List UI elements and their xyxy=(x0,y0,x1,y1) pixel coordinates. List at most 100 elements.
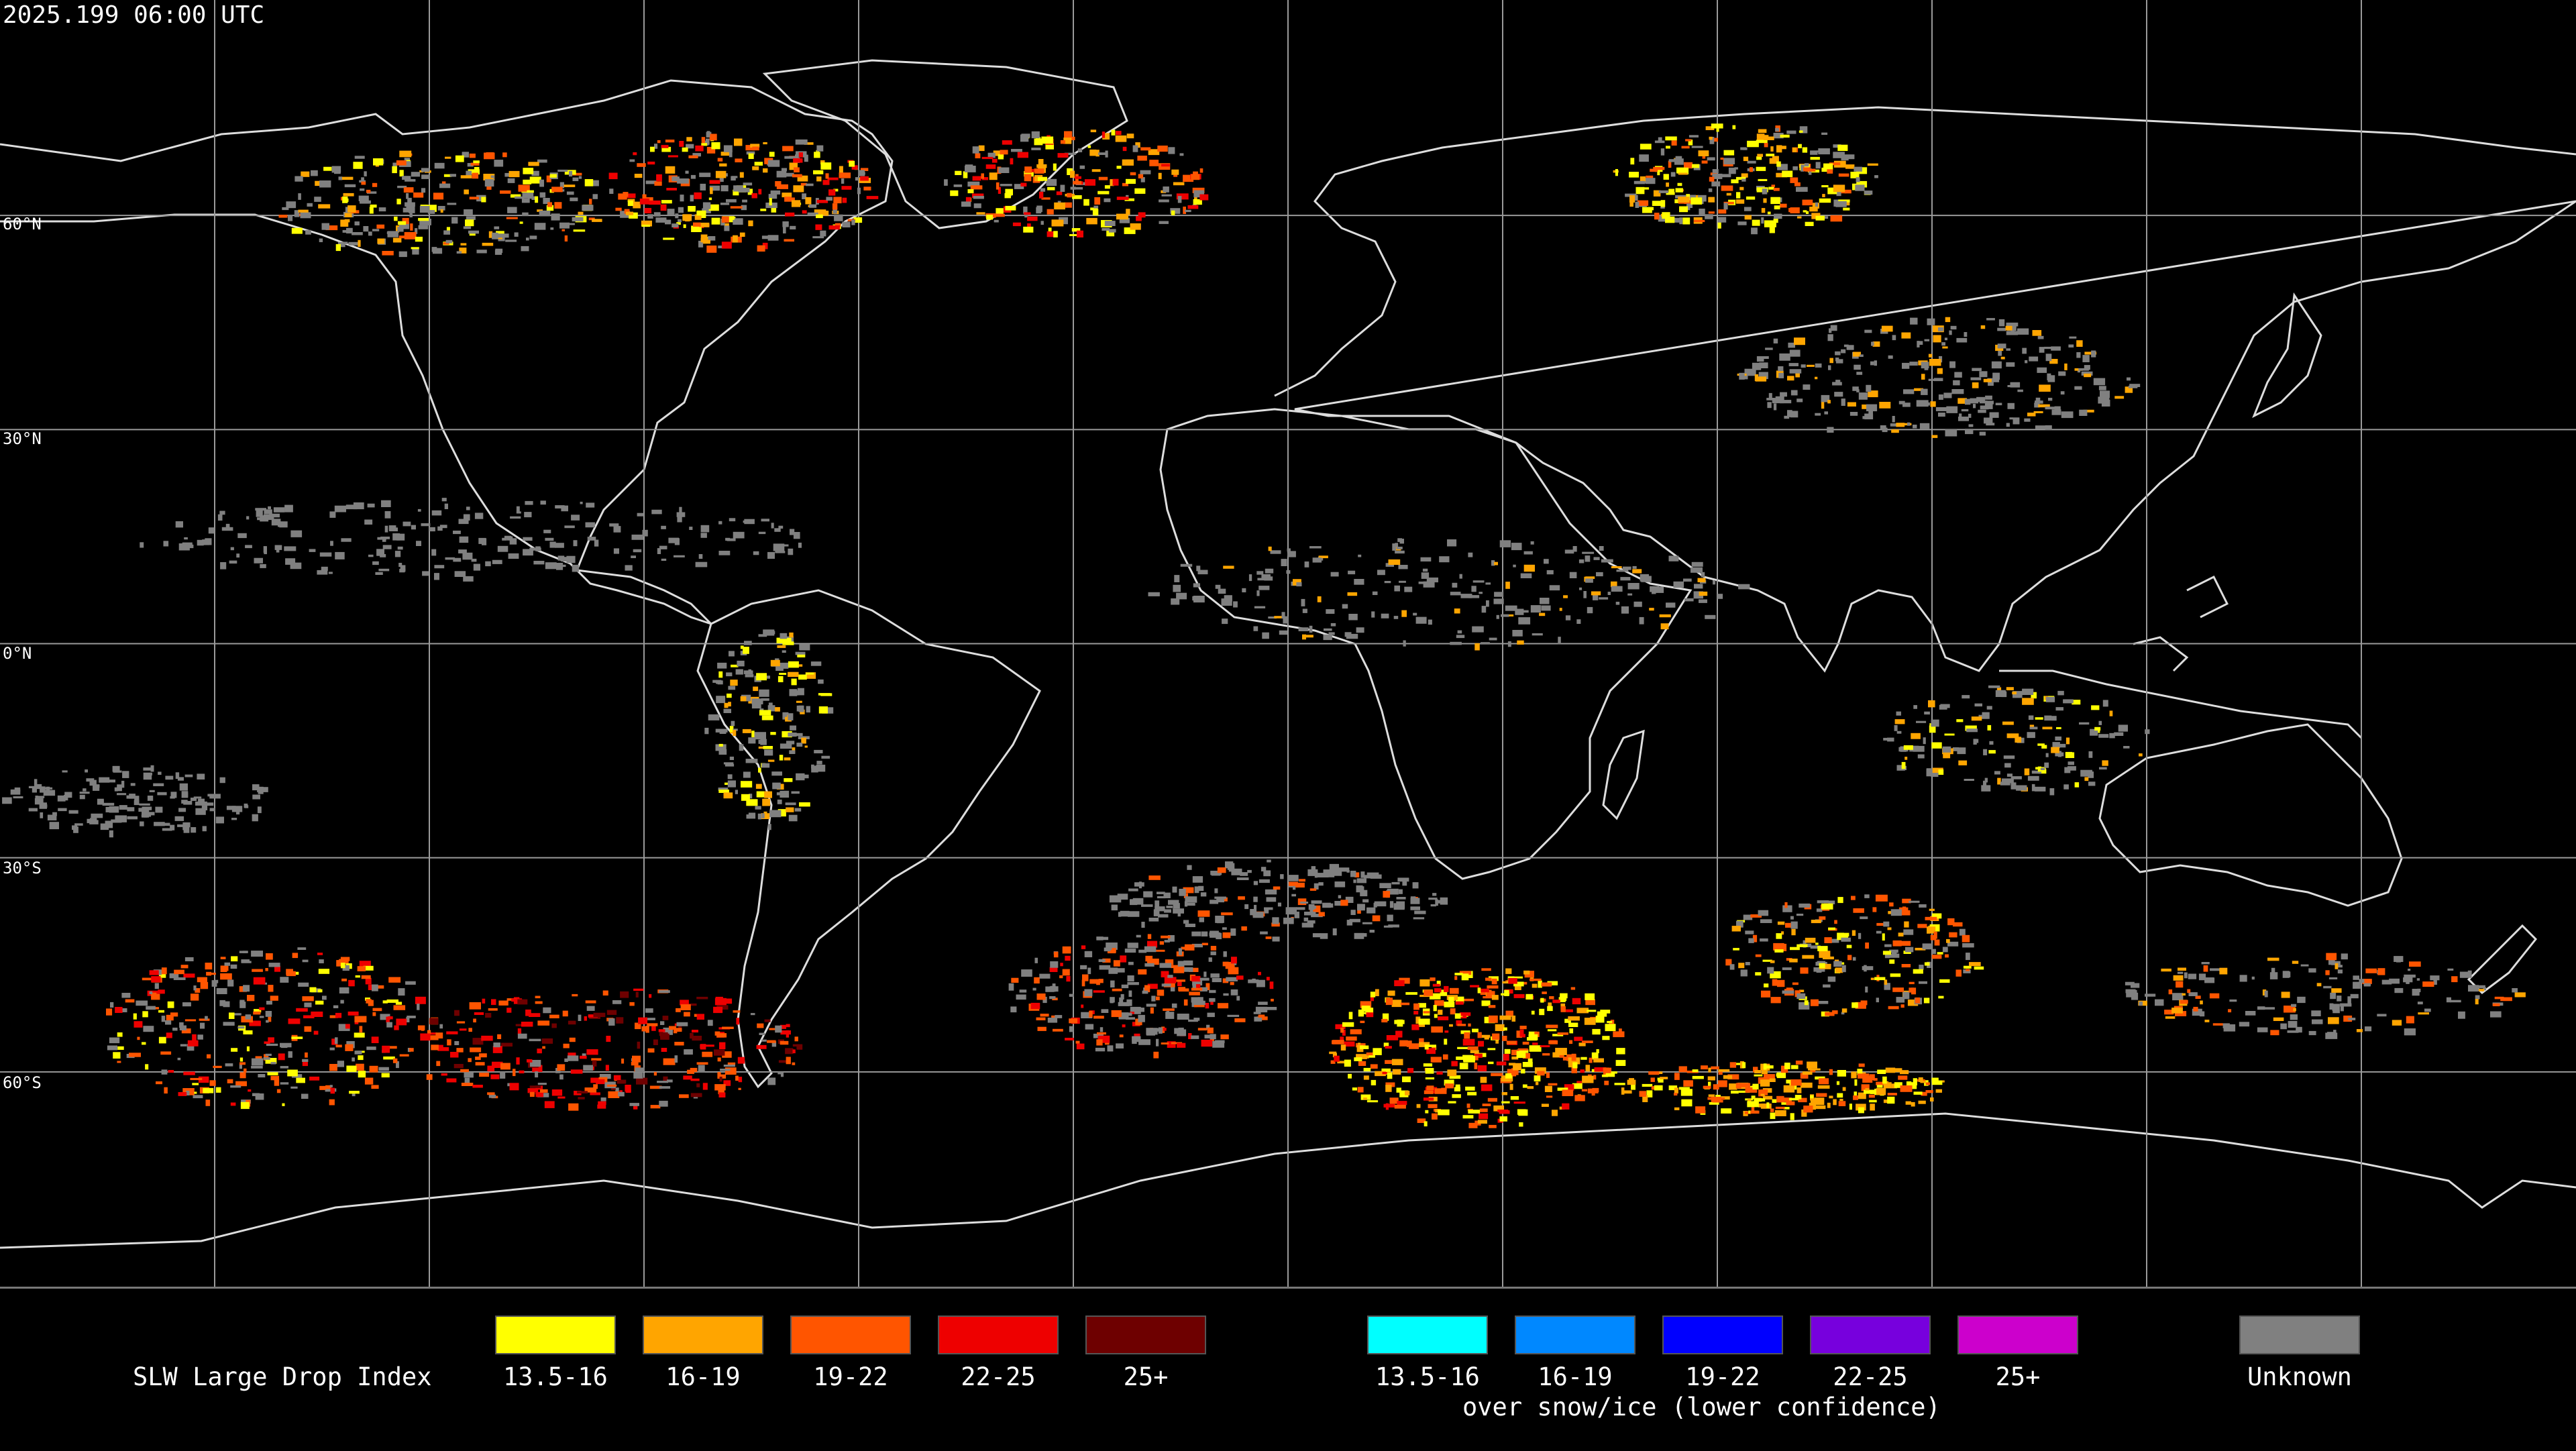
cloud-pixel xyxy=(1046,231,1054,237)
cloud-pixel xyxy=(147,796,154,801)
cloud-pixel xyxy=(1827,187,1837,195)
cloud-pixel xyxy=(1130,223,1141,230)
cloud-pixel xyxy=(1795,372,1800,378)
cloud-pixel xyxy=(1833,144,1841,148)
cloud-pixel xyxy=(2290,1014,2298,1020)
cloud-pixel xyxy=(820,162,832,170)
cloud-pixel xyxy=(1718,217,1727,223)
cloud-pixel xyxy=(770,732,776,735)
cloud-pixel xyxy=(557,1096,566,1099)
cloud-pixel xyxy=(804,774,809,779)
cloud-pixel xyxy=(1983,780,1987,788)
cloud-pixel xyxy=(2269,972,2278,979)
cloud-pixel xyxy=(1884,979,1888,985)
cloud-pixel xyxy=(2006,322,2019,327)
cloud-pixel xyxy=(677,515,682,523)
cloud-pixel xyxy=(1342,604,1348,609)
cloud-pixel xyxy=(1649,608,1654,611)
cloud-pixel xyxy=(186,1090,190,1095)
cloud-pixel xyxy=(319,552,332,557)
cloud-pixel xyxy=(1882,1076,1887,1084)
cloud-pixel xyxy=(1756,166,1766,171)
cloud-pixel xyxy=(1358,1061,1366,1066)
cloud-pixel xyxy=(137,1036,140,1040)
cloud-pixel xyxy=(2377,1014,2387,1017)
cloud-pixel xyxy=(356,1063,364,1071)
cloud-pixel xyxy=(1081,945,1086,949)
cloud-pixel xyxy=(149,970,159,975)
cloud-pixel xyxy=(1868,407,1873,415)
cloud-pixel xyxy=(1381,613,1389,619)
cloud-pixel xyxy=(2055,736,2061,741)
cloud-pixel xyxy=(1419,979,1430,987)
cloud-pixel xyxy=(592,219,602,222)
cloud-pixel xyxy=(804,142,814,145)
cloud-pixel xyxy=(142,810,150,818)
cloud-pixel xyxy=(396,1061,399,1069)
cloud-pixel xyxy=(1810,150,1818,155)
cloud-pixel xyxy=(377,238,385,244)
cloud-pixel xyxy=(1529,978,1542,981)
cloud-pixel xyxy=(1362,922,1373,924)
cloud-pixel xyxy=(463,226,472,229)
cloud-pixel xyxy=(1668,160,1672,168)
cloud-pixel xyxy=(1763,198,1767,203)
cloud-pixel xyxy=(1892,416,1895,423)
cloud-pixel xyxy=(1391,1000,1402,1008)
cloud-pixel xyxy=(340,219,349,227)
cloud-pixel xyxy=(246,516,250,520)
cloud-pixel xyxy=(1122,146,1127,152)
cloud-pixel xyxy=(1019,989,1027,993)
cloud-pixel xyxy=(487,1092,495,1095)
cloud-pixel xyxy=(1854,1091,1858,1099)
cloud-pixel xyxy=(2492,1003,2500,1006)
swatch-snow-1-label: 13.5-16 xyxy=(1375,1362,1480,1391)
cloud-pixel xyxy=(1729,1083,1737,1090)
cloud-pixel xyxy=(1579,587,1582,590)
cloud-pixel xyxy=(429,527,435,532)
cloud-pixel xyxy=(1426,577,1438,583)
cloud-pixel xyxy=(1004,193,1011,199)
cloud-pixel xyxy=(1138,174,1144,178)
cloud-pixel xyxy=(1432,1113,1438,1120)
cloud-pixel xyxy=(117,1046,124,1050)
cloud-pixel xyxy=(1794,1095,1802,1099)
cloud-pixel xyxy=(1464,1032,1470,1039)
cloud-pixel xyxy=(1772,1099,1777,1103)
cloud-pixel xyxy=(738,1077,743,1083)
cloud-pixel xyxy=(1116,968,1125,973)
cloud-pixel xyxy=(735,158,743,162)
cloud-pixel xyxy=(1828,365,1831,370)
cloud-pixel xyxy=(1248,979,1259,983)
cloud-pixel xyxy=(1778,372,1784,378)
cloud-pixel xyxy=(706,246,717,253)
cloud-pixel xyxy=(1487,985,1499,989)
cloud-pixel xyxy=(793,185,804,193)
cloud-pixel xyxy=(1448,997,1454,1002)
cloud-pixel xyxy=(1679,206,1688,213)
cloud-pixel xyxy=(1735,176,1746,180)
cloud-pixel xyxy=(72,825,78,830)
cloud-pixel xyxy=(537,1049,542,1054)
cloud-pixel xyxy=(488,231,493,238)
cloud-pixel xyxy=(2416,978,2420,981)
cloud-pixel xyxy=(569,1037,576,1042)
cloud-pixel xyxy=(718,1089,724,1095)
cloud-pixel xyxy=(1342,1022,1354,1027)
cloud-pixel xyxy=(1403,640,1406,647)
cloud-pixel xyxy=(1110,179,1114,186)
cloud-pixel xyxy=(578,1097,585,1099)
cloud-pixel xyxy=(1522,1084,1527,1088)
cloud-pixel xyxy=(1231,957,1237,964)
cloud-pixel xyxy=(684,1012,690,1017)
cloud-pixel xyxy=(1633,601,1642,607)
cloud-pixel xyxy=(1540,598,1550,604)
cloud-pixel xyxy=(1787,410,1792,417)
cloud-pixel xyxy=(805,672,816,679)
cloud-pixel xyxy=(225,523,230,529)
cloud-pixel xyxy=(1868,1094,1875,1098)
cloud-pixel xyxy=(394,551,401,557)
cloud-pixel xyxy=(1215,584,1221,589)
cloud-pixel xyxy=(1679,217,1683,225)
cloud-pixel xyxy=(269,513,280,518)
